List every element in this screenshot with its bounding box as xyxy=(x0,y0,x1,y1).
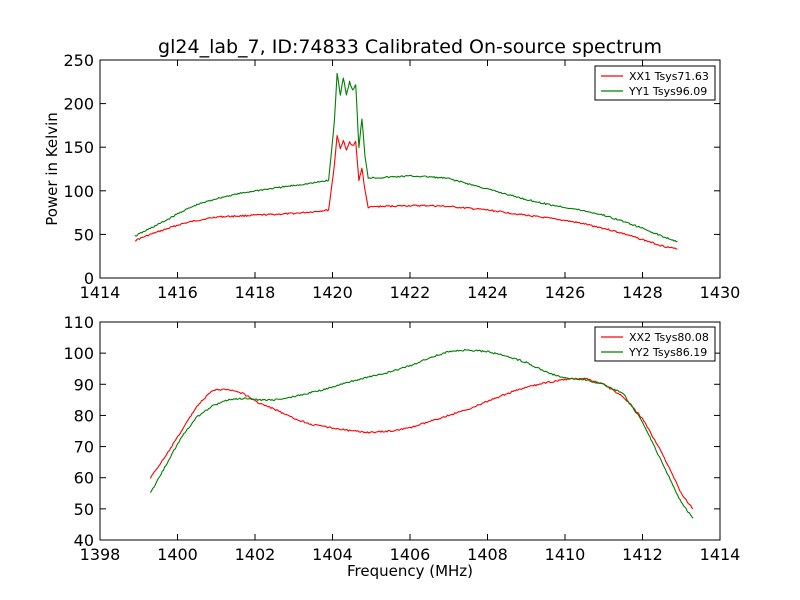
y-tick-label: 80 xyxy=(74,406,94,425)
x-tick-label: 1424 xyxy=(467,283,508,302)
x-tick-label: 1406 xyxy=(390,545,431,564)
chart-title: gl24_lab_7, ID:74833 Calibrated On-sourc… xyxy=(158,36,662,58)
x-tick-label: 1422 xyxy=(390,283,431,302)
x-tick-label: 1416 xyxy=(157,283,198,302)
bottom-legend: XX2 Tsys80.08 YY2 Tsys86.19 xyxy=(594,326,716,362)
x-tick-label: 1410 xyxy=(545,545,586,564)
bottom-legend-box xyxy=(594,326,716,362)
x-tick-label: 1398 xyxy=(80,545,121,564)
x-tick-label: 1428 xyxy=(622,283,663,302)
top-legend-label: XX1 Tsys71.63 xyxy=(629,70,709,83)
x-tick-label: 1420 xyxy=(312,283,353,302)
y-tick-label: 250 xyxy=(63,51,94,70)
y-tick-label: 50 xyxy=(74,225,94,244)
bottom-series-group xyxy=(149,349,694,519)
y-tick-label: 150 xyxy=(63,138,94,157)
top-legend-box xyxy=(594,65,716,101)
y-tick-label: 100 xyxy=(63,344,94,363)
top-legend: XX1 Tsys71.63 YY1 Tsys96.09 xyxy=(594,65,716,101)
bottom-x-axis-label: Frequency (MHz) xyxy=(347,562,473,580)
x-tick-label: 1418 xyxy=(235,283,276,302)
y-tick-label: 60 xyxy=(74,469,94,488)
y-tick-label: 50 xyxy=(74,500,94,519)
x-tick-label: 1404 xyxy=(312,545,353,564)
top-legend-label: YY1 Tsys96.09 xyxy=(628,85,707,98)
bottom-spectrum-plot: 1398 1400 1402 1404 1406 1408 1410 1412 1414 40 50… xyxy=(63,313,740,580)
bottom-series-xx2-line xyxy=(149,377,694,510)
x-tick-label: 1414 xyxy=(700,545,741,564)
x-tick-label: 1412 xyxy=(622,545,663,564)
top-y-axis-label: Power in Kelvin xyxy=(43,112,61,226)
x-tick-label: 1426 xyxy=(545,283,586,302)
top-series-group xyxy=(134,72,678,250)
x-tick-label: 1400 xyxy=(157,545,198,564)
y-tick-label: 0 xyxy=(84,269,94,288)
y-tick-label: 70 xyxy=(74,438,94,457)
bottom-legend-label: YY2 Tsys86.19 xyxy=(628,346,707,359)
bottom-axis-ticks: 1398 1400 1402 1404 1406 1408 1410 1412 1414 40 50… xyxy=(63,313,740,564)
bottom-legend-label: XX2 Tsys80.08 xyxy=(629,331,709,344)
x-tick-label: 1408 xyxy=(467,545,508,564)
y-tick-label: 90 xyxy=(74,375,94,394)
x-tick-label: 1430 xyxy=(700,283,741,302)
y-tick-label: 200 xyxy=(63,95,94,114)
y-tick-label: 40 xyxy=(74,531,94,550)
y-tick-label: 110 xyxy=(63,313,94,332)
x-tick-label: 1414 xyxy=(80,283,121,302)
y-tick-label: 100 xyxy=(63,182,94,201)
top-spectrum-plot: 1414 1416 1418 1420 1422 1424 1426 1428 1430 0 50 1… xyxy=(43,51,740,302)
top-series-xx1-line xyxy=(134,134,678,250)
top-axis-ticks: 1414 1416 1418 1420 1422 1424 1426 1428 1430 0 50 1… xyxy=(63,51,740,302)
bottom-series-yy2-line xyxy=(149,349,694,519)
x-tick-label: 1402 xyxy=(235,545,276,564)
top-series-yy1-line xyxy=(134,72,678,243)
